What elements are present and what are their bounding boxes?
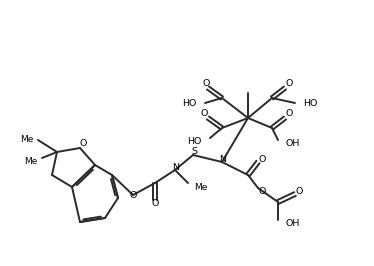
Text: O: O bbox=[129, 190, 137, 200]
Text: HO: HO bbox=[188, 136, 202, 146]
Text: O: O bbox=[285, 80, 293, 89]
Text: O: O bbox=[258, 186, 266, 196]
Text: S: S bbox=[191, 148, 197, 156]
Text: O: O bbox=[258, 155, 266, 164]
Text: HO: HO bbox=[183, 99, 197, 109]
Text: O: O bbox=[202, 80, 210, 89]
Text: Me: Me bbox=[25, 156, 38, 165]
Text: N: N bbox=[220, 155, 227, 164]
Text: OH: OH bbox=[286, 139, 300, 148]
Text: OH: OH bbox=[286, 219, 300, 228]
Text: O: O bbox=[200, 110, 208, 118]
Text: O: O bbox=[151, 200, 159, 209]
Text: O: O bbox=[285, 110, 293, 118]
Text: Me: Me bbox=[194, 184, 207, 193]
Text: O: O bbox=[79, 139, 87, 148]
Text: HO: HO bbox=[303, 99, 318, 109]
Text: Me: Me bbox=[21, 135, 34, 143]
Text: N: N bbox=[172, 163, 180, 172]
Text: O: O bbox=[295, 186, 303, 196]
